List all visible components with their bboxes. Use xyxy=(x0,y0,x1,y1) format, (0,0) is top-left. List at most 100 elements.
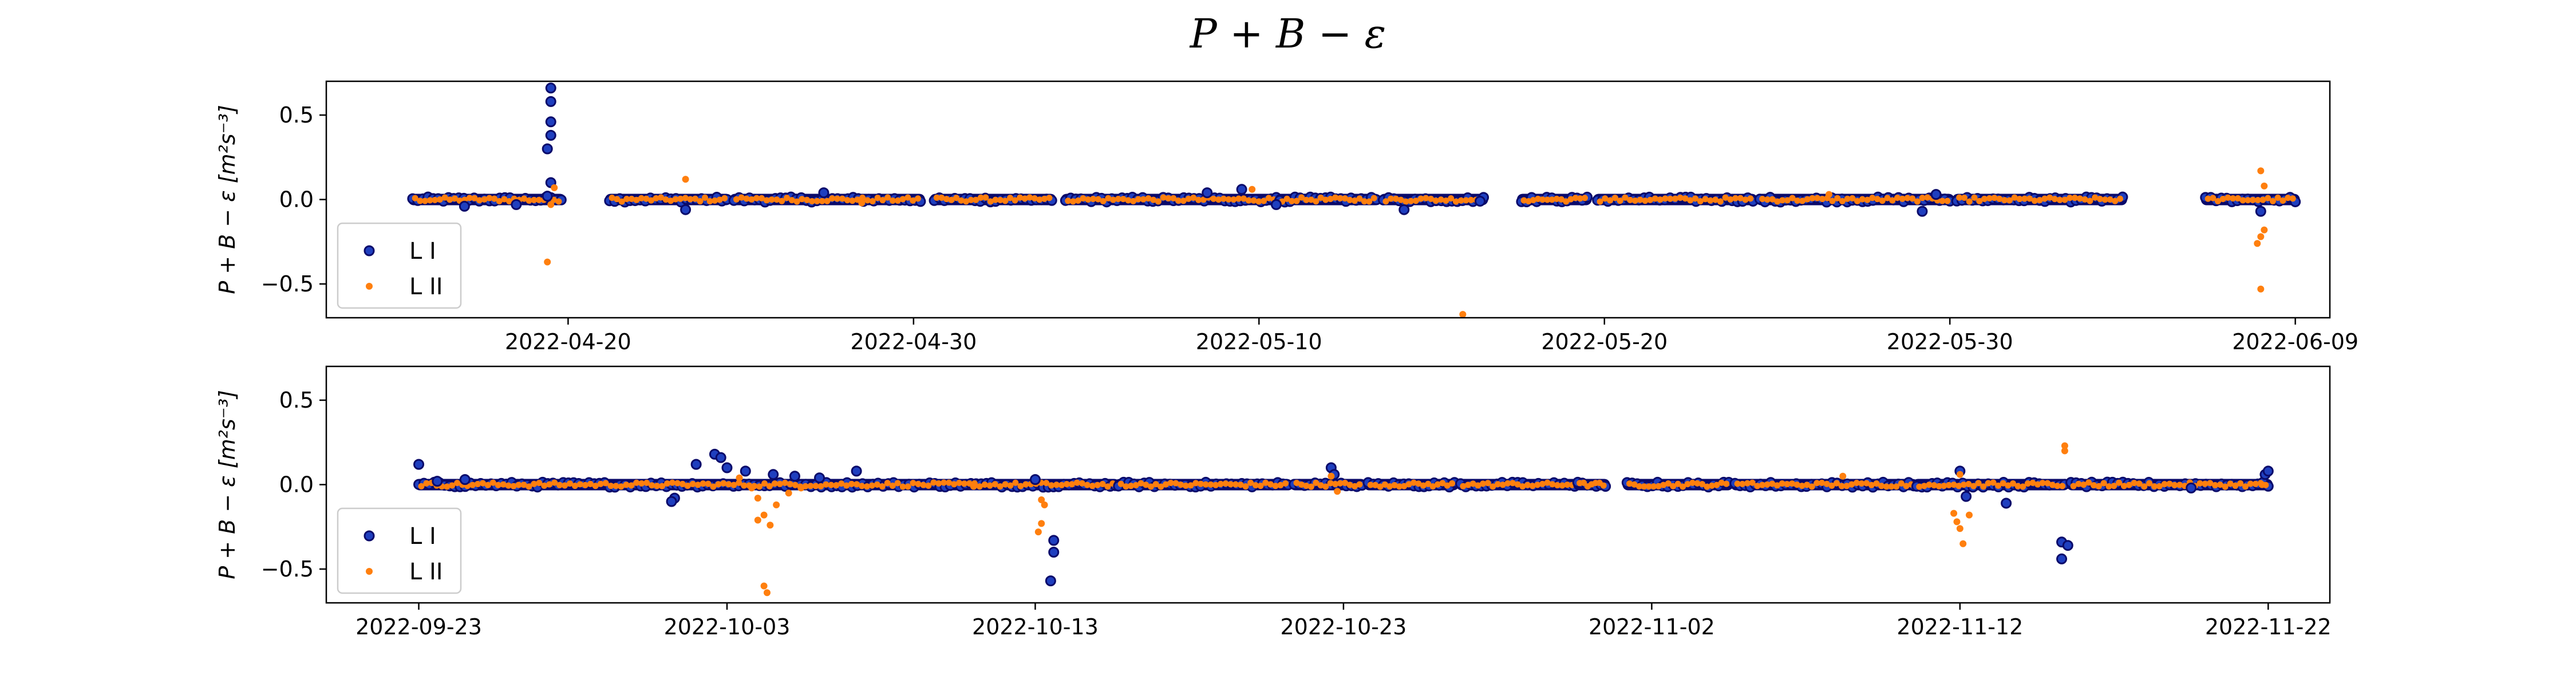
series-l1-point xyxy=(740,465,751,477)
series-l2-point xyxy=(1849,195,1856,202)
series-l2-point xyxy=(1799,483,1805,489)
series-l2-point xyxy=(489,479,496,486)
series-l2-point xyxy=(1504,480,1511,487)
chart-panel-top: 0.5 0.0 −0.5 2022-04-20 2022-04-30 2022-05-10… xyxy=(215,80,2358,354)
series-l2-point xyxy=(1172,480,1179,487)
series-l2-point xyxy=(1759,481,1765,488)
series-l2-point xyxy=(1764,481,1771,488)
series-l2-point xyxy=(1215,196,1222,203)
series-l2-point xyxy=(555,198,562,205)
series-l2-point xyxy=(1858,480,1865,487)
series-l2-point xyxy=(500,481,507,488)
series-l2-point xyxy=(894,480,901,487)
series-l2-point xyxy=(715,481,722,488)
series-l2-point xyxy=(848,480,855,487)
series-l2-point xyxy=(1960,481,1967,488)
series-l2-point xyxy=(743,195,750,202)
series-l2-point xyxy=(643,479,650,486)
series-l2-point xyxy=(1366,198,1373,205)
series-l2-point xyxy=(1187,482,1194,489)
series-l2-point xyxy=(1864,196,1871,203)
series-l2-point xyxy=(1692,195,1699,202)
series-l2-point xyxy=(2061,196,2068,203)
series-l2-point xyxy=(697,198,704,205)
series-l2-point xyxy=(682,195,689,202)
series-l2-point xyxy=(1342,479,1349,486)
series-l2-point xyxy=(1457,197,1464,204)
series-l2-point xyxy=(1749,479,1756,486)
series-l1-point xyxy=(2255,206,2266,217)
series-l2-point xyxy=(421,198,428,204)
series-l2-point xyxy=(2111,483,2117,489)
series-l2-point xyxy=(2112,198,2119,204)
series-l2-point xyxy=(2257,285,2265,293)
series-l2-point xyxy=(854,481,860,488)
series-l2-point xyxy=(1444,482,1451,489)
series-l2-point xyxy=(894,197,901,204)
series-l2-point xyxy=(1432,198,1439,204)
series-l2-point xyxy=(1559,482,1566,489)
series-l2-point xyxy=(1549,481,1556,488)
x-tick-label: 2022-05-30 xyxy=(1887,329,2013,354)
series-l2-point xyxy=(1995,482,2002,489)
series-l2-point xyxy=(1819,196,1826,203)
series-l2-point xyxy=(658,194,665,201)
series-l2-point xyxy=(562,482,568,489)
series-l2-point xyxy=(1769,196,1776,203)
series-l2-point xyxy=(879,197,886,204)
series-l1-point xyxy=(690,459,702,470)
series-l2-point xyxy=(672,196,679,203)
series-l2-point xyxy=(2265,195,2271,202)
series-l2-point xyxy=(1723,480,1730,487)
series-l2-point xyxy=(1007,195,1014,202)
series-l2-point xyxy=(1966,198,1973,205)
series-l2-point xyxy=(1443,197,1449,204)
series-l2-point xyxy=(725,481,732,488)
series-l2-point xyxy=(1377,483,1384,490)
series-l2-point xyxy=(567,480,574,487)
series-l2-point xyxy=(1572,195,1579,202)
series-l2-point xyxy=(531,196,538,203)
x-tick-label: 2022-11-22 xyxy=(2205,614,2332,639)
series-l2-point xyxy=(1190,194,1197,201)
series-l2-point xyxy=(1626,480,1633,487)
series-l2-point xyxy=(1627,196,1634,203)
series-l2-point xyxy=(2081,196,2088,203)
series-l2-point xyxy=(1737,195,1744,202)
series-l2-point xyxy=(953,195,960,202)
y-tick-label: 0.0 xyxy=(279,472,314,498)
series-l2-point xyxy=(705,480,712,487)
series-l2-point xyxy=(520,481,527,488)
series-l2-point xyxy=(2252,480,2259,487)
series-l2-point xyxy=(547,201,555,208)
series-l2-point xyxy=(2092,194,2099,201)
series-l2-point xyxy=(1459,311,1467,318)
series-segment xyxy=(604,191,733,208)
series-l2-point xyxy=(859,483,866,489)
series-l1 xyxy=(413,448,2274,587)
series-l2-point xyxy=(1262,479,1269,486)
series-l1-point xyxy=(432,476,443,487)
series-l2-point xyxy=(1617,198,1623,204)
series-l2-point xyxy=(2156,483,2163,489)
series-l2-point xyxy=(1434,481,1441,488)
series-segment xyxy=(413,476,1121,493)
series-l2-point xyxy=(2210,195,2217,202)
series-l2-point xyxy=(2090,482,2097,489)
series-l2-point xyxy=(1742,196,1749,203)
series-l2-point xyxy=(476,197,483,204)
series-l2-point xyxy=(432,196,438,203)
series-l2-point xyxy=(1635,483,1642,490)
series-l1-point xyxy=(1961,491,1972,502)
series-l2-point xyxy=(2161,481,2168,488)
series-l2-point xyxy=(781,479,788,486)
series-l2-point xyxy=(1080,195,1086,202)
series-l2-point xyxy=(920,481,927,488)
series-l2-point xyxy=(582,481,588,488)
series-l1-point xyxy=(511,199,522,210)
series-l2-point xyxy=(1665,480,1672,487)
series-l2-point xyxy=(2067,195,2073,202)
series-l1-point xyxy=(814,472,825,484)
series-l2-point xyxy=(1747,195,1754,202)
series-l2-point xyxy=(1660,481,1667,488)
